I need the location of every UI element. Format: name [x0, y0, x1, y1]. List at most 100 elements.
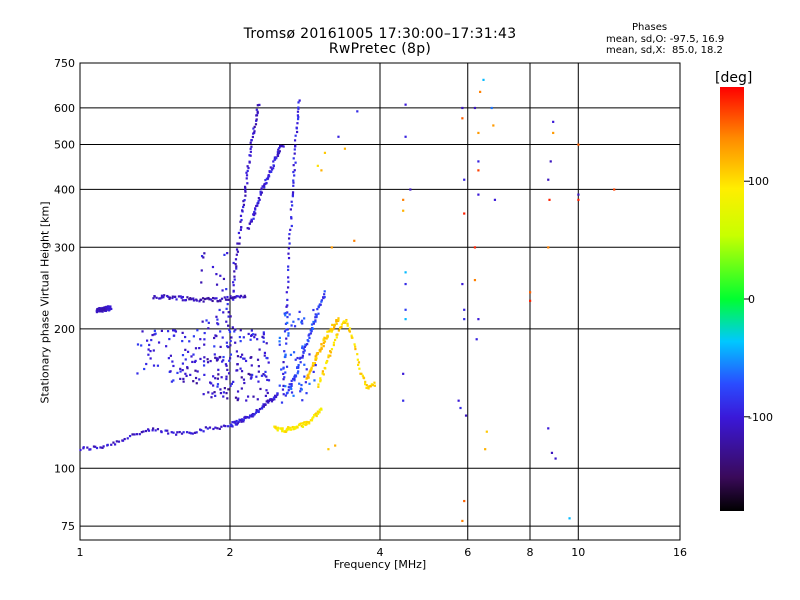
data-point [316, 412, 320, 415]
data-point [284, 371, 287, 374]
data-point [156, 364, 160, 367]
data-point [180, 296, 183, 299]
data-point [337, 317, 340, 320]
data-point [285, 328, 288, 331]
data-point [297, 106, 300, 109]
data-point [323, 151, 327, 154]
data-point [105, 308, 108, 311]
data-point [246, 169, 249, 173]
data-point [219, 300, 222, 303]
data-point [577, 193, 580, 196]
data-point [240, 370, 244, 373]
data-point [278, 336, 281, 340]
data-point [248, 160, 251, 163]
data-point [239, 228, 242, 231]
data-point [461, 519, 464, 523]
data-point [254, 212, 257, 215]
data-point [320, 343, 323, 346]
data-point [250, 218, 253, 221]
data-point [255, 119, 258, 122]
data-point [234, 421, 237, 424]
data-point [226, 345, 229, 348]
data-point [299, 356, 302, 359]
data-point [136, 343, 140, 346]
data-point [274, 395, 277, 399]
data-point [290, 382, 293, 386]
data-point [200, 269, 203, 272]
data-point [262, 373, 265, 376]
data-point [157, 341, 161, 344]
data-point [295, 130, 299, 134]
data-point [301, 346, 304, 349]
data-point [199, 338, 202, 341]
data-point [550, 451, 554, 454]
data-point [229, 295, 232, 298]
data-point [264, 403, 267, 406]
data-point [234, 328, 237, 331]
chart-title: Tromsø 20161005 17:30:00–17:31:43 [243, 26, 517, 42]
data-point [237, 295, 240, 298]
data-point [346, 322, 349, 325]
y-tick-label: 100 [54, 462, 75, 475]
data-point [154, 429, 157, 432]
data-point [493, 198, 497, 201]
data-point [229, 353, 233, 356]
data-point [112, 441, 115, 444]
data-point [222, 355, 225, 359]
data-point [194, 347, 198, 350]
x-tick-label: 10 [571, 546, 585, 559]
data-point [267, 379, 271, 382]
data-point [247, 166, 250, 170]
data-point [282, 393, 285, 396]
data-point [345, 319, 348, 323]
y-tick-label: 75 [61, 520, 75, 533]
data-point [179, 367, 182, 370]
data-point [463, 318, 466, 321]
data-point [314, 320, 317, 323]
data-point [160, 294, 164, 297]
data-point [226, 324, 230, 327]
data-point [166, 330, 170, 333]
data-point [226, 298, 229, 301]
data-point [297, 115, 300, 119]
data-point [463, 212, 466, 215]
data-point [147, 348, 150, 351]
data-point [290, 391, 294, 394]
data-point [229, 384, 232, 387]
data-point [181, 295, 185, 299]
data-point [180, 432, 184, 435]
data-point [229, 339, 232, 343]
data-point [266, 378, 269, 382]
data-point [222, 395, 225, 398]
data-point [287, 268, 290, 272]
data-point [477, 169, 480, 172]
data-point [344, 321, 347, 324]
data-point [276, 152, 280, 155]
data-point [290, 384, 293, 388]
data-point [245, 171, 248, 174]
data-point [308, 370, 311, 373]
data-point [245, 399, 248, 402]
data-point [301, 354, 304, 357]
data-point [305, 421, 308, 425]
data-point [108, 308, 111, 311]
data-point [216, 377, 219, 380]
data-point [234, 341, 237, 344]
data-point [373, 381, 376, 384]
data-point [310, 368, 313, 371]
data-point [190, 355, 193, 358]
data-point [292, 164, 295, 167]
data-point [228, 330, 232, 333]
data-point [402, 399, 405, 402]
data-point [195, 431, 198, 434]
colorbar-tick-label: -100 [748, 411, 773, 424]
data-point [263, 354, 266, 357]
data-point [304, 381, 307, 384]
data-point [315, 354, 318, 357]
data-point [189, 373, 192, 377]
data-point [296, 372, 299, 375]
data-point [206, 361, 210, 364]
data-point [244, 187, 247, 190]
data-point [265, 389, 268, 392]
